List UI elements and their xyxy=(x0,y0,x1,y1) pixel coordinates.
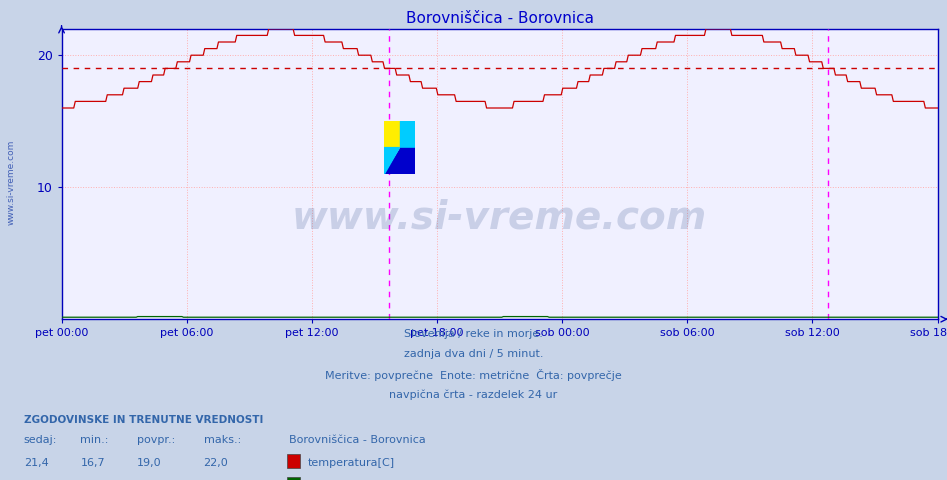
Text: 22,0: 22,0 xyxy=(204,458,228,468)
Title: Borovniščica - Borovnica: Borovniščica - Borovnica xyxy=(405,11,594,26)
Text: 16,7: 16,7 xyxy=(80,458,105,468)
Text: Slovenija / reke in morje.: Slovenija / reke in morje. xyxy=(404,329,543,339)
Text: ZGODOVINSKE IN TRENUTNE VREDNOSTI: ZGODOVINSKE IN TRENUTNE VREDNOSTI xyxy=(24,415,263,425)
Text: min.:: min.: xyxy=(80,435,109,445)
Text: temperatura[C]: temperatura[C] xyxy=(308,458,395,468)
Polygon shape xyxy=(384,148,400,174)
Bar xyxy=(384,121,400,148)
Text: www.si-vreme.com: www.si-vreme.com xyxy=(7,140,16,225)
Text: maks.:: maks.: xyxy=(204,435,241,445)
Text: povpr.:: povpr.: xyxy=(137,435,175,445)
Text: 19,0: 19,0 xyxy=(137,458,162,468)
Text: 21,4: 21,4 xyxy=(24,458,48,468)
Text: www.si-vreme.com: www.si-vreme.com xyxy=(292,199,707,237)
Polygon shape xyxy=(384,148,415,174)
Text: navpična črta - razdelek 24 ur: navpična črta - razdelek 24 ur xyxy=(389,389,558,400)
Text: Meritve: povprečne  Enote: metrične  Črta: povprečje: Meritve: povprečne Enote: metrične Črta:… xyxy=(325,369,622,381)
Text: sedaj:: sedaj: xyxy=(24,435,57,445)
Text: Borovniščica - Borovnica: Borovniščica - Borovnica xyxy=(289,435,425,445)
Text: zadnja dva dni / 5 minut.: zadnja dva dni / 5 minut. xyxy=(403,349,544,359)
Bar xyxy=(400,121,415,148)
